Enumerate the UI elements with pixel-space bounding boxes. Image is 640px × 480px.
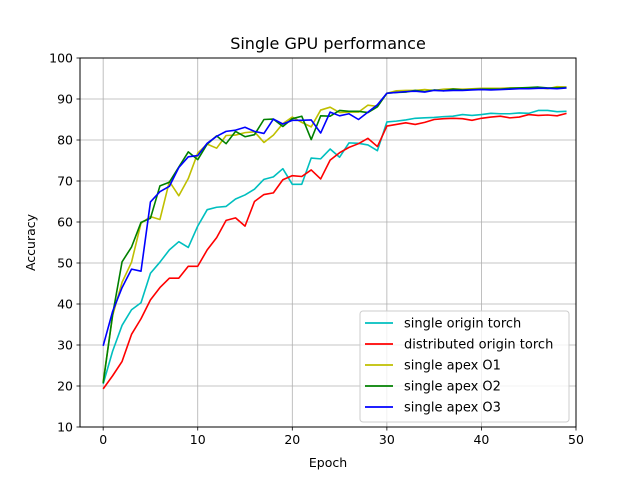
- legend-label: single origin torch: [404, 317, 521, 332]
- y-tick-label: 20: [57, 379, 73, 394]
- y-tick-label: 30: [57, 338, 73, 353]
- legend-label: single apex O3: [404, 401, 501, 416]
- chart-title: Single GPU performance: [230, 34, 426, 53]
- legend-box: [359, 310, 570, 423]
- y-tick-label: 70: [57, 174, 73, 189]
- axes-frame: [79, 57, 577, 428]
- y-tick-label: 60: [57, 215, 73, 230]
- series-lines: [102, 85, 567, 390]
- x-axis-label: Epoch: [309, 455, 347, 470]
- series-line-distributed-origin-torch: [102, 112, 567, 390]
- ticks: 0 10 20 30 40 50 10 20 30 40 50 60 70 80 90 100: [49, 51, 584, 448]
- y-axis-label: Accuracy: [23, 213, 38, 271]
- legend-label: single apex O1: [404, 359, 501, 374]
- x-tick-label: 40: [473, 432, 489, 447]
- legend-label: single apex O2: [404, 380, 501, 395]
- x-tick-label: 0: [99, 432, 107, 447]
- x-tick-label: 30: [379, 432, 395, 447]
- y-tick-label: 10: [57, 420, 73, 435]
- series-line-single-origin-torch: [102, 109, 567, 385]
- y-tick-label: 100: [49, 51, 73, 66]
- x-tick-label: 10: [190, 432, 206, 447]
- series-line-single-apex-o3: [102, 87, 567, 347]
- x-tick-label: 20: [284, 432, 300, 447]
- x-tick-label: 50: [568, 432, 584, 447]
- y-tick-label: 50: [57, 256, 73, 271]
- series-line-single-apex-o1: [102, 85, 567, 383]
- legend: single origin torch distributed origin to…: [359, 310, 570, 423]
- legend-label: distributed origin torch: [404, 338, 553, 353]
- y-tick-label: 90: [57, 92, 73, 107]
- y-tick-label: 80: [57, 133, 73, 148]
- y-tick-label: 40: [57, 297, 73, 312]
